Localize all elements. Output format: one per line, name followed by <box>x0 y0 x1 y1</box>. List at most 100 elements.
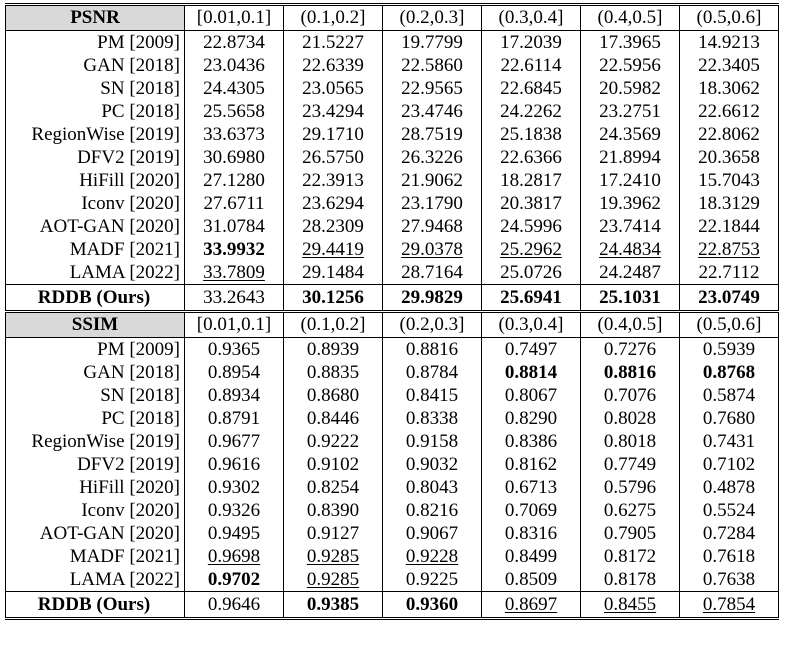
method-name: RDDB (Ours) <box>5 591 185 620</box>
score-cell: 0.8791 <box>184 407 284 430</box>
score-cell: 0.9127 <box>283 522 383 545</box>
score-value: 0.9067 <box>405 523 459 544</box>
method-name: RegionWise [2019] <box>5 430 185 453</box>
score-value: 30.1256 <box>302 287 364 308</box>
score-value: 23.0436 <box>203 55 265 76</box>
score-cell: 33.2643 <box>184 284 284 313</box>
score-cell: 0.8178 <box>580 568 680 592</box>
score-value: 0.7076 <box>603 385 657 406</box>
score-cell: 25.1838 <box>481 123 581 146</box>
method-name: PC [2018] <box>5 407 185 430</box>
score-cell: 29.4419 <box>283 238 383 261</box>
table-row: LAMA [2022] 0.9702 0.9285 0.9225 0.8509 0.817… <box>5 568 779 592</box>
score-value: 0.8499 <box>504 546 558 567</box>
score-cell: 21.8994 <box>580 146 680 169</box>
method-name: DFV2 [2019] <box>5 453 185 476</box>
table-row: AOT-GAN [2020] 0.9495 0.9127 0.9067 0.8316 0.… <box>5 522 779 545</box>
score-cell: 20.3658 <box>679 146 779 169</box>
score-value: 22.5956 <box>599 55 661 76</box>
score-value: 15.7043 <box>698 170 760 191</box>
score-cell: 22.6114 <box>481 54 581 77</box>
score-value: 0.8954 <box>207 362 261 383</box>
score-cell: 22.7112 <box>679 261 779 285</box>
metric-header: PSNR <box>5 4 185 31</box>
score-cell: 29.1710 <box>283 123 383 146</box>
range-header: (0.4,0.5] <box>580 4 680 31</box>
score-value: 23.0749 <box>698 287 760 308</box>
score-value: 22.6366 <box>500 147 562 168</box>
score-value: 0.9102 <box>306 454 360 475</box>
score-cell: 23.4746 <box>382 100 482 123</box>
score-cell: 22.6845 <box>481 77 581 100</box>
range-header: (0.5,0.6] <box>679 311 779 338</box>
score-cell: 0.9222 <box>283 430 383 453</box>
ours-row: RDDB (Ours) 0.9646 0.9385 0.9360 0.8697 0.845… <box>5 591 779 620</box>
score-cell: 28.7519 <box>382 123 482 146</box>
score-cell: 24.3569 <box>580 123 680 146</box>
score-cell: 0.8316 <box>481 522 581 545</box>
score-cell: 0.8254 <box>283 476 383 499</box>
table-row: PM [2009] 22.8734 21.5227 19.7799 17.2039 17.… <box>5 30 779 54</box>
table-row: GAN [2018] 0.8954 0.8835 0.8784 0.8814 0.8816… <box>5 361 779 384</box>
score-value: 28.2309 <box>302 216 364 237</box>
score-value: 29.1710 <box>302 124 364 145</box>
method-name: MADF [2021] <box>5 545 185 568</box>
score-cell: 0.7680 <box>679 407 779 430</box>
score-value: 0.8835 <box>306 362 360 383</box>
score-cell: 0.8338 <box>382 407 482 430</box>
score-cell: 29.9829 <box>382 284 482 313</box>
score-value: 0.7497 <box>504 339 558 360</box>
score-cell: 0.8216 <box>382 499 482 522</box>
score-cell: 28.2309 <box>283 215 383 238</box>
table-row: SN [2018] 24.4305 23.0565 22.9565 22.6845 20.… <box>5 77 779 100</box>
range-header: [0.01,0.1] <box>184 4 284 31</box>
score-cell: 23.6294 <box>283 192 383 215</box>
score-cell: 17.2039 <box>481 30 581 54</box>
score-cell: 22.1844 <box>679 215 779 238</box>
score-cell: 0.9032 <box>382 453 482 476</box>
score-cell: 0.8290 <box>481 407 581 430</box>
score-cell: 23.7414 <box>580 215 680 238</box>
score-cell: 0.7276 <box>580 337 680 361</box>
score-cell: 18.3062 <box>679 77 779 100</box>
score-value: 0.8043 <box>405 477 459 498</box>
score-value: 22.8734 <box>203 32 265 53</box>
method-name: AOT-GAN [2020] <box>5 522 185 545</box>
score-value: 0.9385 <box>306 594 360 615</box>
ours-row: RDDB (Ours) 33.2643 30.1256 29.9829 25.6941 2… <box>5 284 779 313</box>
table-row: SN [2018] 0.8934 0.8680 0.8415 0.8067 0.7076 0… <box>5 384 779 407</box>
score-cell: 26.3226 <box>382 146 482 169</box>
table-row: PC [2018] 0.8791 0.8446 0.8338 0.8290 0.8028 0… <box>5 407 779 430</box>
score-value: 33.7809 <box>203 262 265 283</box>
table-row: RegionWise [2019] 33.6373 29.1710 28.7519 25… <box>5 123 779 146</box>
score-cell: 30.1256 <box>283 284 383 313</box>
score-value: 26.3226 <box>401 147 463 168</box>
score-value: 0.9646 <box>207 594 261 615</box>
score-value: 0.8680 <box>306 385 360 406</box>
score-value: 17.3965 <box>599 32 661 53</box>
score-value: 0.8784 <box>405 362 459 383</box>
score-value: 22.6114 <box>500 55 562 76</box>
score-cell: 33.6373 <box>184 123 284 146</box>
score-value: 21.8994 <box>599 147 661 168</box>
score-value: 22.3405 <box>698 55 760 76</box>
score-value: 22.6612 <box>698 101 760 122</box>
score-cell: 29.1484 <box>283 261 383 285</box>
range-header: (0.3,0.4] <box>481 311 581 338</box>
score-value: 24.5996 <box>500 216 562 237</box>
score-value: 0.8939 <box>306 339 360 360</box>
score-cell: 22.6366 <box>481 146 581 169</box>
method-name: DFV2 [2019] <box>5 146 185 169</box>
score-value: 0.8791 <box>207 408 261 429</box>
score-cell: 19.7799 <box>382 30 482 54</box>
score-value: 19.7799 <box>401 32 463 53</box>
score-cell: 0.8768 <box>679 361 779 384</box>
score-value: 20.3817 <box>500 193 562 214</box>
table-row: DFV2 [2019] 0.9616 0.9102 0.9032 0.8162 0.774… <box>5 453 779 476</box>
table-row: HiFill [2020] 0.9302 0.8254 0.8043 0.6713 0.5… <box>5 476 779 499</box>
table-row: PM [2009] 0.9365 0.8939 0.8816 0.7497 0.7276 0… <box>5 337 779 361</box>
score-cell: 23.0436 <box>184 54 284 77</box>
score-cell: 0.8455 <box>580 591 680 620</box>
score-value: 0.9702 <box>207 569 261 590</box>
score-cell: 29.0378 <box>382 238 482 261</box>
